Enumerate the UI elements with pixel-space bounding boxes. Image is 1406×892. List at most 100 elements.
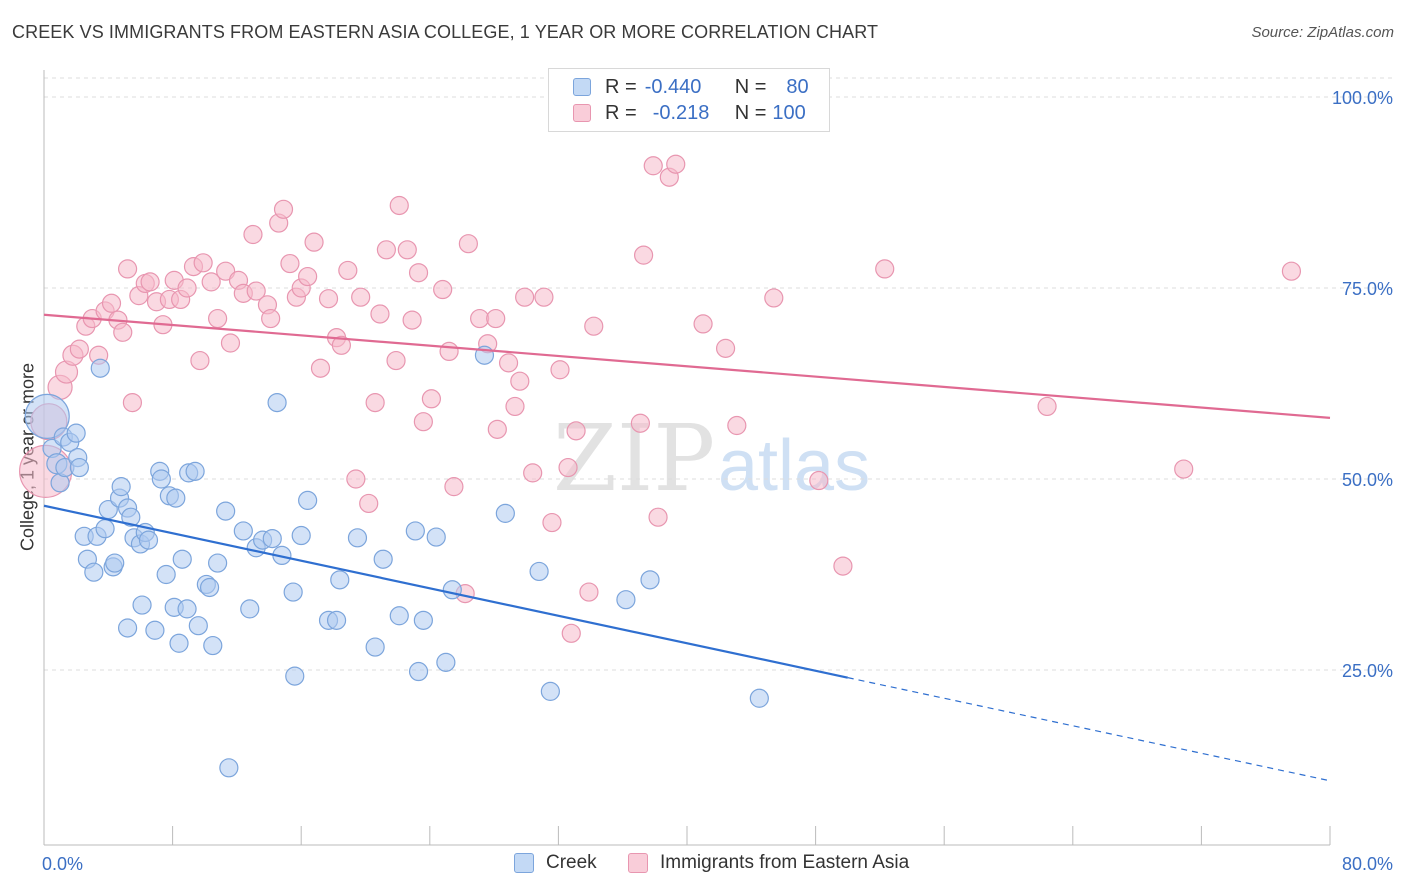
creek-point xyxy=(442,580,462,600)
creek-point xyxy=(208,553,228,573)
creek-point xyxy=(267,393,287,413)
eastern-asia-point xyxy=(542,512,562,533)
legend-swatch-creek xyxy=(514,853,534,873)
y-tick-label: 100.0% xyxy=(1332,88,1393,108)
creek-point xyxy=(330,570,350,590)
creek-point xyxy=(169,633,189,653)
eastern-asia-point xyxy=(246,281,266,301)
legend-item-creek[interactable]: Creek xyxy=(514,852,597,874)
creek-point xyxy=(326,610,347,630)
eastern-asia-point xyxy=(643,156,663,176)
legend-n-value: 80 xyxy=(786,75,809,98)
creek-point xyxy=(413,610,433,630)
eastern-asia-point xyxy=(298,266,318,287)
eastern-asia-point xyxy=(561,623,581,643)
creek-point xyxy=(24,393,70,439)
eastern-asia-point xyxy=(487,419,507,439)
eastern-asia-point xyxy=(584,316,604,336)
eastern-asia-point xyxy=(1037,396,1057,417)
x-tick-label: 80.0% xyxy=(1342,854,1393,874)
eastern-asia-point xyxy=(413,412,433,432)
eastern-asia-point xyxy=(666,154,686,174)
creek-point xyxy=(203,635,223,656)
eastern-asia-point xyxy=(220,333,241,353)
creek-point xyxy=(529,561,549,582)
creek-point xyxy=(219,758,239,778)
creek-point xyxy=(291,525,311,546)
eastern-asia-point xyxy=(566,421,586,441)
eastern-asia-point xyxy=(579,582,599,602)
y-tick-label: 50.0% xyxy=(1342,470,1393,490)
creek-point xyxy=(121,507,141,527)
eastern-asia-point xyxy=(318,289,339,309)
eastern-asia-point xyxy=(875,259,895,279)
legend-r-label: R = xyxy=(605,75,637,98)
creek-point xyxy=(283,582,303,602)
eastern-asia-point xyxy=(633,245,654,265)
eastern-asia-point xyxy=(117,259,138,279)
eastern-asia-point xyxy=(558,457,578,478)
creek-point xyxy=(285,666,305,686)
eastern-asia-point xyxy=(833,556,853,576)
legend-r-value: -0.440 xyxy=(644,75,702,98)
creek-point xyxy=(540,681,560,701)
creek-point xyxy=(373,549,393,569)
eastern-asia-point xyxy=(402,310,422,330)
eastern-asia-point xyxy=(346,469,366,489)
eastern-asia-point xyxy=(470,308,490,329)
creek-point xyxy=(66,423,86,443)
eastern-asia-trend-line xyxy=(43,313,1331,419)
creek-point xyxy=(188,616,208,636)
creek-point xyxy=(262,528,282,549)
creek-point xyxy=(90,358,110,378)
legend-r-value: -0.218 xyxy=(652,101,710,124)
legend-n-value: 100 xyxy=(772,101,806,124)
eastern-asia-point xyxy=(201,272,221,292)
creek-point xyxy=(347,528,368,548)
creek-point xyxy=(105,553,125,573)
y-tick-label: 25.0% xyxy=(1342,661,1393,681)
eastern-asia-point xyxy=(727,415,747,436)
creek-point xyxy=(138,530,159,550)
eastern-asia-point xyxy=(408,263,429,283)
legend-n-label: N = xyxy=(734,75,767,98)
creek-point xyxy=(111,477,131,497)
eastern-asia-point xyxy=(359,493,379,514)
eastern-asia-point xyxy=(386,350,406,371)
eastern-asia-point xyxy=(523,463,543,483)
creek-point xyxy=(616,590,636,610)
legend-label-eastern-asia: Immigrants from Eastern Asia xyxy=(660,852,910,873)
legend-label-creek: Creek xyxy=(546,852,597,873)
creek-point xyxy=(240,599,260,619)
eastern-asia-point xyxy=(208,308,228,329)
creek-trend-line xyxy=(43,504,848,679)
source-label: Source: ZipAtlas.com xyxy=(1251,24,1394,41)
eastern-asia-point xyxy=(648,507,668,527)
creek-point xyxy=(199,577,220,598)
creek-point xyxy=(436,652,456,672)
eastern-asia-point xyxy=(177,278,197,298)
creek-point xyxy=(95,519,115,539)
eastern-asia-point xyxy=(304,232,324,252)
creek-point xyxy=(389,606,409,626)
correlation-legend: R = -0.440 N = 80 R = -0.218 N = 100 xyxy=(548,68,830,132)
eastern-asia-point xyxy=(715,338,736,358)
eastern-asia-point xyxy=(280,253,300,274)
creek-point xyxy=(145,620,165,640)
eastern-asia-point xyxy=(486,308,506,329)
creek-point xyxy=(177,599,197,619)
creek-point xyxy=(216,501,236,521)
eastern-asia-point xyxy=(421,389,442,409)
watermark-atlas: atlas xyxy=(718,426,870,506)
eastern-asia-point xyxy=(1174,459,1194,479)
creek-trend-extension xyxy=(847,677,1331,782)
eastern-asia-point xyxy=(338,260,358,281)
eastern-asia-point xyxy=(439,341,459,362)
eastern-asia-point xyxy=(370,304,390,324)
creek-point xyxy=(84,562,104,582)
eastern-asia-point xyxy=(534,287,554,307)
creek-point xyxy=(233,521,253,541)
legend-item-eastern-asia[interactable]: Immigrants from Eastern Asia xyxy=(628,852,909,874)
legend-swatch-creek xyxy=(573,78,591,96)
